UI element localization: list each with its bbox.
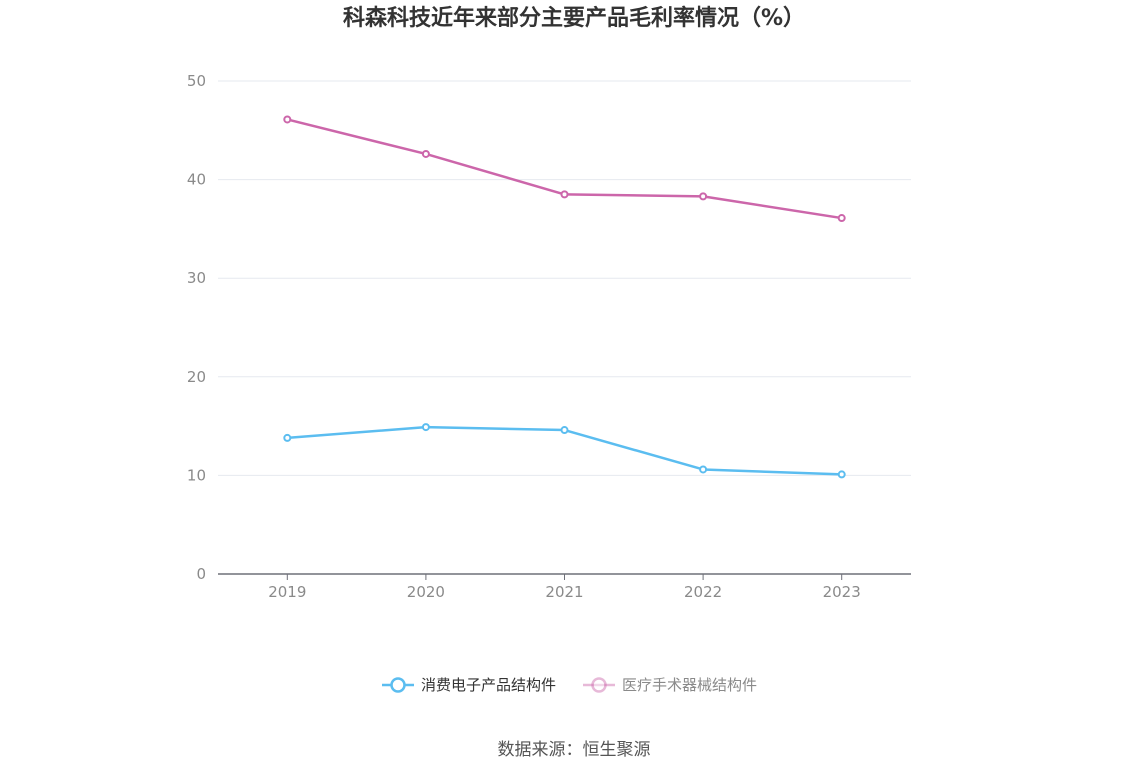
x-tick-label: 2020 [407,583,445,601]
data-point[interactable] [699,192,708,201]
legend-marker-icon [390,677,406,693]
data-point[interactable] [560,426,569,435]
y-tick-label: 0 [196,565,206,583]
y-tick-label: 10 [187,466,206,484]
data-point[interactable] [283,433,292,442]
data-point[interactable] [560,190,569,199]
data-point[interactable] [837,470,846,479]
legend-item[interactable]: 消费电子产品结构件 [382,676,556,694]
series-line [287,425,842,476]
y-tick-label: 20 [187,368,206,386]
y-axis-ticks: 0 10 20 30 40 50 [187,72,206,583]
series-lines [283,115,846,479]
y-tick-label: 40 [187,171,206,189]
data-point[interactable] [283,115,292,124]
data-point[interactable] [421,423,430,432]
x-tick-label: 2019 [268,583,306,601]
series-line [286,118,842,220]
source-text: 数据来源：恒生聚源 [498,740,651,760]
series-1 [283,115,846,223]
x-axis: 2019 2020 2021 2022 2023 [218,573,911,601]
y-tick-label: 30 [187,269,206,287]
series-0 [283,423,846,479]
legend-marker-icon [591,677,607,693]
y-tick-label: 50 [187,72,206,90]
x-tick-label: 2021 [545,583,583,601]
legend-item[interactable]: 医疗手术器械结构件 [583,676,757,694]
legend-label: 医疗手术器械结构件 [622,676,757,694]
x-tick-label: 2022 [684,583,722,601]
chart-title: 科森科技近年来部分主要产品毛利率情况（%） [343,5,805,31]
data-point[interactable] [837,214,846,223]
legend: 消费电子产品结构件 医疗手术器械结构件 [382,676,757,694]
x-tick-label: 2023 [823,583,861,601]
data-point[interactable] [421,149,430,158]
legend-label: 消费电子产品结构件 [421,676,556,694]
grid-lines [218,80,911,476]
data-point[interactable] [699,465,708,474]
